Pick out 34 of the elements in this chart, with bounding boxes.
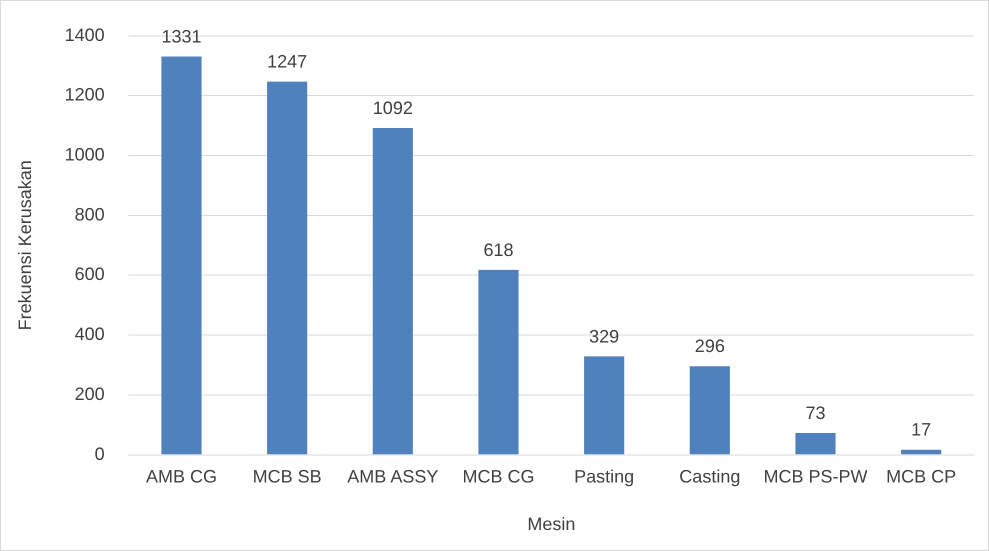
y-tick-label: 200	[74, 384, 105, 404]
data-label: 17	[911, 420, 932, 440]
bar	[161, 56, 202, 454]
y-tick-label: 1000	[64, 144, 105, 164]
y-tick-label: 0	[94, 444, 105, 464]
x-tick-label: Casting	[679, 466, 740, 487]
bar	[901, 450, 942, 454]
y-tick-label: 400	[74, 324, 105, 344]
data-label: 329	[589, 326, 620, 346]
x-tick-label: MCB CP	[886, 466, 956, 487]
x-tick-label: AMB ASSY	[347, 466, 438, 487]
y-tick-label: 1400	[64, 24, 105, 45]
data-label: 1331	[161, 26, 202, 46]
data-label: 1247	[267, 52, 308, 72]
bar	[584, 356, 624, 454]
x-tick-label: MCB CG	[462, 466, 534, 487]
x-tick-label: MCB PS-PW	[763, 466, 868, 487]
y-tick-label: 600	[74, 264, 105, 284]
x-tick-label: AMB CG	[146, 466, 217, 487]
y-axis-title: Frekuensi Kerusakan	[14, 160, 35, 330]
x-tick-label: Pasting	[574, 466, 634, 487]
data-label: 73	[805, 402, 826, 423]
data-label: 296	[694, 336, 725, 356]
bar	[478, 270, 519, 454]
x-axis-title: Mesin	[527, 514, 576, 534]
bar	[267, 82, 308, 454]
bar	[372, 128, 413, 454]
bar	[690, 366, 730, 454]
data-label: 1092	[372, 98, 413, 118]
bar	[795, 432, 836, 454]
x-tick-label: MCB SB	[252, 466, 322, 487]
y-tick-label: 1200	[64, 84, 105, 105]
data-label: 618	[483, 240, 514, 260]
y-tick-label: 800	[74, 204, 105, 224]
